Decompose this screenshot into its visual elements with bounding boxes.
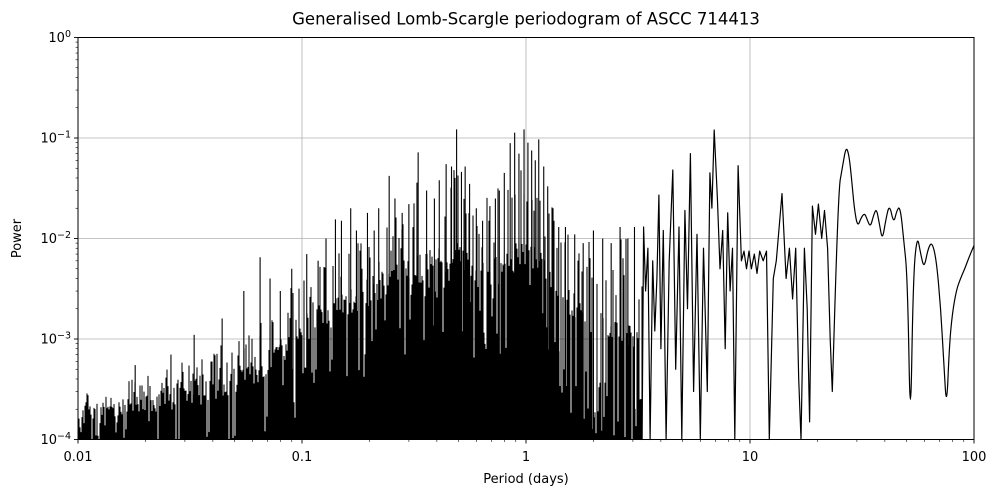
svg-text:1: 1 [522, 450, 530, 465]
svg-text:10−2: 10−2 [40, 230, 71, 247]
svg-text:100: 100 [962, 450, 987, 465]
svg-text:10−1: 10−1 [40, 130, 71, 147]
resolved-periodogram-curve [641, 129, 975, 441]
svg-text:0.1: 0.1 [292, 450, 313, 465]
svg-text:10−3: 10−3 [40, 331, 71, 348]
svg-text:0.01: 0.01 [64, 450, 93, 465]
notable-peak-spikes [134, 129, 636, 440]
y-axis-label: Power [10, 218, 25, 258]
svg-text:100: 100 [48, 29, 71, 46]
svg-text:10: 10 [742, 450, 759, 465]
svg-text:10−4: 10−4 [40, 431, 71, 448]
x-tick-labels: 0.01 0.1 1 10 100 [64, 450, 987, 465]
axis-ticks [74, 37, 975, 444]
y-tick-labels: 100 10−1 10−2 10−3 10−4 [40, 29, 71, 448]
chart-title: Generalised Lomb-Scargle periodogram of … [292, 10, 760, 29]
x-axis-label: Period (days) [483, 472, 569, 487]
